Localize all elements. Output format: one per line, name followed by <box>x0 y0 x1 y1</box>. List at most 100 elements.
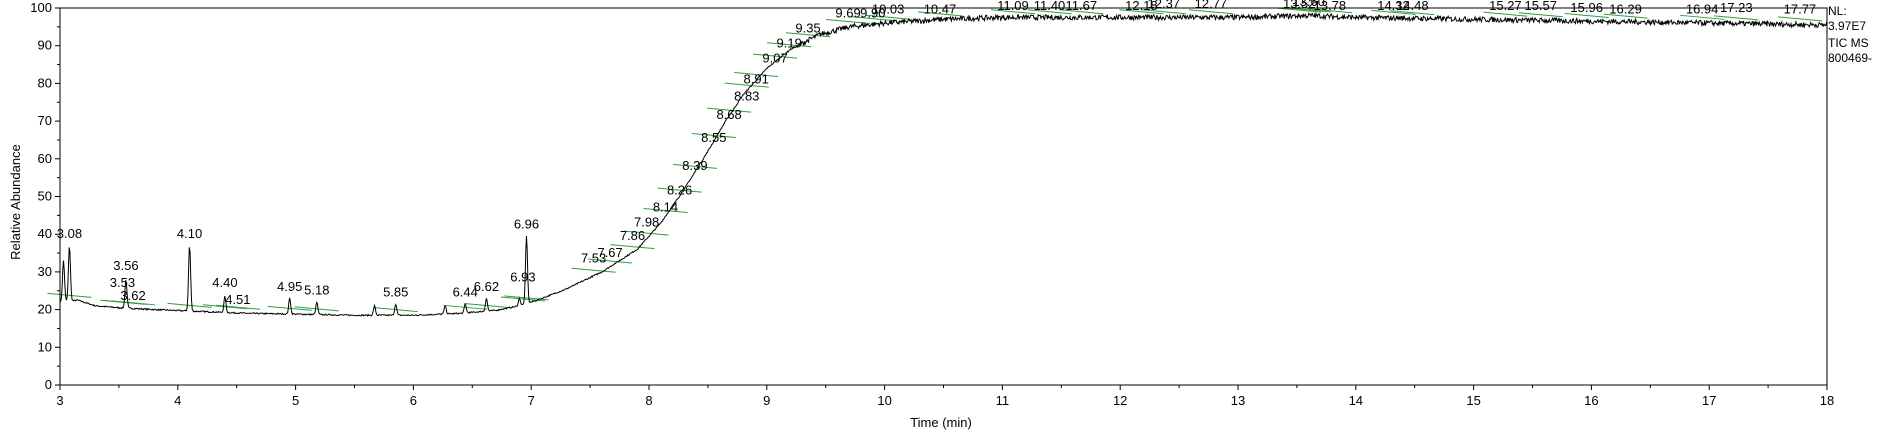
peak-label: 13.78 <box>1314 0 1347 13</box>
y-tick-label: 10 <box>38 339 52 354</box>
peak-label: 4.40 <box>212 275 237 290</box>
peak-annotation-line <box>1603 13 1648 19</box>
peak-annotation-line <box>1059 9 1104 15</box>
peak-label: 4.51 <box>225 292 250 307</box>
peak-label: 10.47 <box>924 2 957 17</box>
peak-label: 8.83 <box>734 88 759 103</box>
peak-annotation-line <box>588 258 633 264</box>
peak-label: 15.27 <box>1489 0 1522 13</box>
peak-label: 13.60 <box>1292 0 1325 9</box>
peak-label: 11.40 <box>1034 0 1066 13</box>
x-tick-label: 3 <box>56 393 63 408</box>
plot-frame <box>59 7 1828 386</box>
peak-annotation-line <box>691 133 736 139</box>
x-tick-label: 13 <box>1231 393 1245 408</box>
peak-annotation-line <box>1564 12 1609 18</box>
peak-label: 4.10 <box>177 226 202 241</box>
y-tick-label: 50 <box>38 189 52 204</box>
x-tick-label: 4 <box>174 393 181 408</box>
peak-annotation-line <box>1371 9 1416 15</box>
peak-label: 14.48 <box>1396 0 1429 13</box>
y-tick-label: 90 <box>38 38 52 53</box>
peak-annotation-line <box>1390 10 1435 16</box>
x-tick-label: 10 <box>877 393 891 408</box>
peak-label: 8.39 <box>682 158 707 173</box>
peak-label: 8.91 <box>744 71 769 86</box>
tic-trace <box>59 11 1828 317</box>
y-tick-label: 40 <box>38 226 52 241</box>
peak-label: 6.96 <box>514 217 539 232</box>
peak-label: 5.85 <box>383 284 408 299</box>
peak-label: 8.14 <box>653 200 678 215</box>
peak-label: 3.53 <box>110 275 135 290</box>
x-tick-label: 8 <box>645 393 652 408</box>
peak-label: 10.03 <box>872 2 905 17</box>
x-tick-label: 16 <box>1584 393 1598 408</box>
peak-label: 9.69 <box>835 5 860 20</box>
peak-annotation-line <box>610 244 655 250</box>
peak-annotation-line <box>202 304 247 310</box>
peak-label: 6.44 <box>453 284 478 299</box>
x-tick-label: 5 <box>292 393 299 408</box>
peak-label: 7.98 <box>634 215 659 230</box>
peak-label: 7.67 <box>597 245 622 260</box>
axes: 3 4 5 6 7 8 9 10 11 12 13 14 15 16 17 18 0 10 20 30 40 50 60 70… <box>30 0 1834 408</box>
peak-label: 3.08 <box>57 226 82 241</box>
peak-label: 17.77 <box>1784 2 1817 17</box>
x-tick-label: 7 <box>528 393 535 408</box>
peak-label: 12.77 <box>1195 0 1228 11</box>
peak-label: 7.53 <box>581 250 606 265</box>
x-tick-label: 11 <box>996 393 1010 408</box>
y-tick-label: 80 <box>38 75 52 90</box>
peak-annotation-line <box>267 305 312 311</box>
peak-annotation-line <box>734 72 779 78</box>
x-tick-label: 17 <box>1702 393 1716 408</box>
peak-annotation-line <box>643 207 688 213</box>
peak-annotation-line <box>624 230 669 236</box>
x-tick-label: 12 <box>1113 393 1127 408</box>
peak-annotation-line <box>767 42 812 48</box>
peak-annotation-line <box>1141 9 1186 15</box>
peak-annotation-line <box>1777 16 1822 22</box>
y-tick-label: 0 <box>45 377 52 392</box>
peak-annotation-line <box>294 306 339 312</box>
peak-annotation-line <box>373 307 418 313</box>
x-tick-label: 9 <box>763 393 770 408</box>
peak-label: 16.29 <box>1609 2 1642 17</box>
y-tick-label: 60 <box>38 151 52 166</box>
tic-trace-line <box>59 11 1828 317</box>
info-scan-type: TIC MS <box>1828 36 1869 50</box>
peak-annotation-line <box>785 32 831 38</box>
peak-label: 9.07 <box>762 51 787 66</box>
peak-label: 15.96 <box>1570 0 1603 15</box>
peak-annotation-line <box>1119 9 1164 15</box>
y-axis-title: Relative Abundance <box>8 144 23 260</box>
peak-label: 9.90 <box>860 5 885 20</box>
peak-annotation-line <box>657 187 702 193</box>
peak-annotation-line <box>990 9 1036 15</box>
peak-annotation-line <box>917 11 963 17</box>
peak-annotation-line <box>1680 14 1725 20</box>
peak-label: 12.18 <box>1125 0 1158 13</box>
x-tick-label: 6 <box>410 393 417 408</box>
peak-label: 12.37 <box>1148 0 1181 11</box>
peak-label: 9.19 <box>777 36 802 51</box>
peak-label: 11.67 <box>1066 0 1098 13</box>
peak-annotation-lines <box>47 7 1822 313</box>
peak-label: 6.62 <box>474 279 499 294</box>
peak-annotation-line <box>1277 7 1322 13</box>
peak-annotation-line <box>1714 15 1759 21</box>
peak-annotation-line <box>47 292 92 298</box>
peak-annotation-line <box>707 107 752 113</box>
peak-annotation-line <box>110 300 156 306</box>
info-intensity: 3.97E7 <box>1828 19 1866 33</box>
peak-label: 8.55 <box>701 130 726 145</box>
peak-label: 9.35 <box>795 21 820 36</box>
info-nl: NL: <box>1828 4 1847 18</box>
peak-label: 11.09 <box>997 0 1029 13</box>
peak-label: 8.26 <box>667 183 692 198</box>
peak-label: 13.52 <box>1283 0 1316 11</box>
peak-annotation-line <box>850 16 895 22</box>
peak-label: 5.18 <box>304 283 329 298</box>
